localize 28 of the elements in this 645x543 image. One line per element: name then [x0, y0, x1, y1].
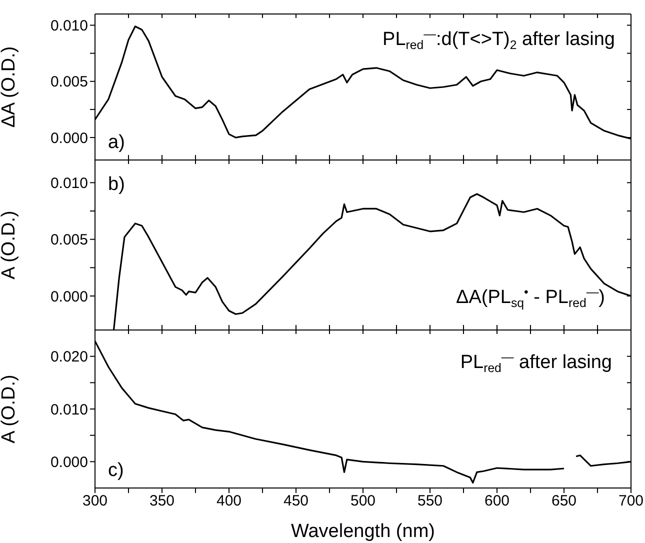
annotation: PL$_{red}$$^{—}$:d(T<>T)$_{2}$ after lasing [382, 27, 615, 52]
annotation: ΔA(PL$_{sq}$$^{•}$ - PL$_{red}$$^{—}$) [456, 285, 605, 310]
x-tick-label: 600 [484, 492, 510, 510]
annotation: c) [108, 460, 124, 481]
annotation: b) [108, 174, 125, 195]
annotation: a) [108, 132, 125, 153]
y-tick-label: 0.005 [50, 74, 88, 91]
x-tick-label: 450 [283, 492, 309, 510]
y-tick-label: 0.010 [50, 174, 88, 192]
x-tick-label: 500 [350, 492, 376, 510]
x-tick-label: 300 [82, 492, 108, 510]
y-tick-label: 0.000 [50, 454, 88, 471]
y-axis-title: A (O.D.) [0, 210, 20, 280]
x-tick-label: 400 [216, 492, 242, 510]
x-tick-label: 350 [149, 492, 175, 510]
y-tick-label: 0.005 [50, 232, 88, 249]
y-tick-label: 0.010 [50, 18, 88, 35]
y-tick-label: 0.020 [50, 348, 88, 366]
y-tick-label: 0.000 [50, 130, 88, 147]
y-axis-title: A (O.D.) [0, 374, 20, 444]
y-tick-label: 0.010 [50, 401, 88, 418]
y-tick-label: 0.000 [50, 288, 88, 306]
x-axis-title: Wavelength (nm) [291, 521, 435, 542]
annotation: PL$_{red}$$^{—}$ after lasing [460, 350, 612, 375]
x-tick-label: 550 [417, 492, 443, 510]
x-tick-label: 700 [618, 492, 644, 510]
x-tick-label: 650 [551, 492, 577, 510]
y-axis-title: ΔA (O.D.) [0, 46, 20, 128]
